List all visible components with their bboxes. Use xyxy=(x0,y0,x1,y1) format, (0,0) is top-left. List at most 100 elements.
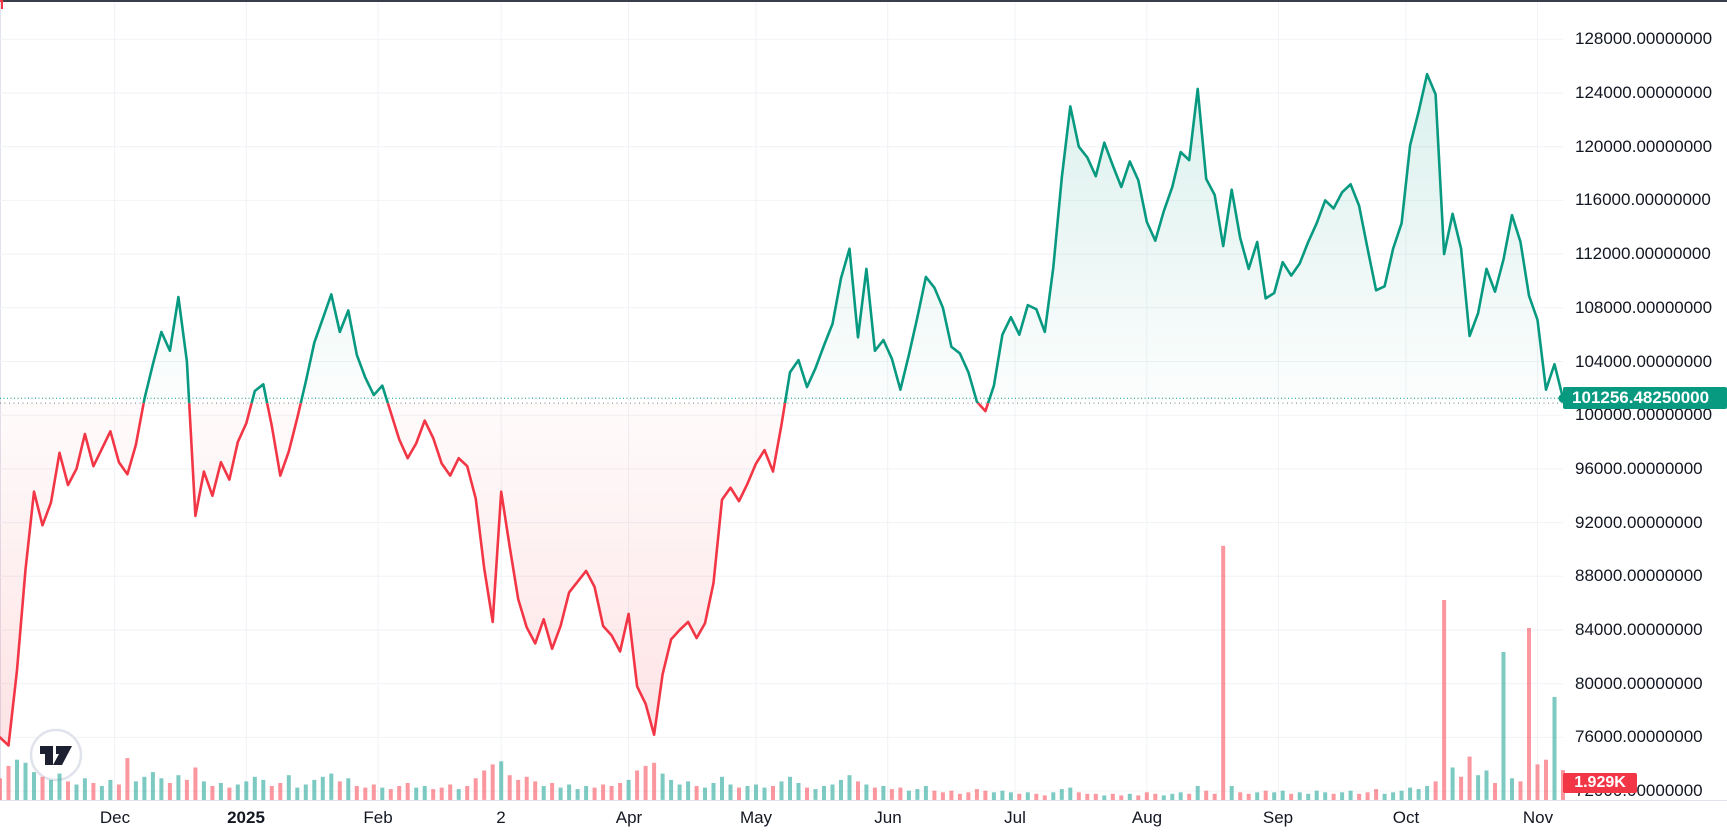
tradingview-logo[interactable] xyxy=(29,728,83,782)
volume-bar xyxy=(1076,792,1081,801)
volume-bar xyxy=(329,773,334,800)
volume-bar xyxy=(507,775,512,800)
volume-bar xyxy=(1110,793,1115,800)
volume-bar xyxy=(6,765,11,800)
volume-bar xyxy=(618,783,623,801)
price-tick-label: 120000.00000000 xyxy=(1575,137,1713,156)
volume-bar xyxy=(1034,793,1039,800)
time-tick-label: Apr xyxy=(615,808,643,827)
price-line-up xyxy=(142,72,1565,404)
volume-bar xyxy=(881,786,886,800)
volume-bar xyxy=(235,784,240,800)
volume-bar xyxy=(754,784,758,800)
price-tick-label: 100000.00000000 xyxy=(1575,405,1713,424)
volume-bar xyxy=(337,781,342,800)
volume-bar xyxy=(533,781,538,800)
price-axis[interactable]: 128000.00000000 124000.00000000 120000.000… xyxy=(1563,0,1727,800)
volume-bar xyxy=(745,786,750,800)
volume-bar xyxy=(1229,786,1234,800)
time-tick-label: 2 xyxy=(496,808,506,827)
volume-bar xyxy=(1085,793,1090,800)
volume-bar xyxy=(1552,696,1557,800)
volume-bar xyxy=(1042,795,1047,800)
volume-bar xyxy=(1272,792,1277,801)
volume-bar xyxy=(830,784,835,800)
volume-bar xyxy=(1399,790,1404,800)
volume-bar xyxy=(159,778,164,800)
volume-bar xyxy=(303,784,308,800)
volume-bar xyxy=(74,784,79,800)
volume-bar xyxy=(286,775,291,800)
volume-bar xyxy=(1365,792,1370,801)
volume-bar xyxy=(1476,775,1481,800)
volume-bar xyxy=(1238,792,1243,801)
volume-bar xyxy=(1017,793,1022,800)
volume-bar xyxy=(82,778,87,800)
volume-bar xyxy=(1178,792,1183,801)
volume-bar xyxy=(227,787,232,800)
volume-bar xyxy=(1331,793,1336,800)
volume-bar xyxy=(269,786,274,800)
volume-bar xyxy=(966,792,971,801)
volume-bar xyxy=(813,789,818,800)
volume-bar xyxy=(660,773,665,800)
volume-bar xyxy=(1459,776,1464,801)
volume-bar xyxy=(201,781,206,800)
volume-bar xyxy=(1093,793,1098,800)
volume-bar xyxy=(558,787,563,800)
time-axis[interactable]: Dec 2025 Feb 2 Apr May Jun Jul Aug Sep Oct Nov xyxy=(0,808,1727,834)
volume-bar xyxy=(1212,793,1217,800)
price-tick-label: 116000.00000000 xyxy=(1575,190,1711,209)
volume-bar xyxy=(261,779,266,801)
volume-bar xyxy=(856,781,860,800)
volume-bar xyxy=(779,781,784,800)
volume-bar xyxy=(40,776,45,801)
volume-bar xyxy=(1408,787,1413,800)
volume-bar xyxy=(176,775,181,800)
volume-bar xyxy=(116,784,121,800)
volume-bar xyxy=(133,781,138,800)
time-tick-label: Feb xyxy=(363,808,393,827)
volume-bar xyxy=(312,779,317,801)
price-tick-label: 96000.00000000 xyxy=(1575,459,1703,478)
volume-bar xyxy=(601,784,606,800)
volume-bar xyxy=(1340,792,1345,801)
volume-bar xyxy=(677,784,682,800)
volume-bar xyxy=(422,786,427,800)
volume-bar xyxy=(431,789,436,800)
volume-bar xyxy=(363,787,368,800)
price-tick-label: 108000.00000000 xyxy=(1575,298,1713,317)
volume-bar xyxy=(524,776,529,801)
volume-bar xyxy=(32,772,36,800)
volume-bar xyxy=(516,779,521,801)
price-tick-label: 92000.00000000 xyxy=(1575,513,1703,532)
price-tick-label: 80000.00000000 xyxy=(1575,674,1703,693)
price-tick-label: 76000.00000000 xyxy=(1575,727,1703,746)
price-tick-label: 112000.00000000 xyxy=(1575,244,1711,263)
volume-bar xyxy=(0,778,2,800)
volume-bar xyxy=(15,759,19,800)
volume-bar xyxy=(1544,759,1548,800)
volume-bar xyxy=(1008,792,1013,801)
volume-bar xyxy=(652,762,657,800)
volume-bar xyxy=(295,787,300,800)
volume-bar xyxy=(346,778,351,800)
volume-bar xyxy=(1136,795,1141,800)
volume-bar xyxy=(906,790,911,800)
volume-bar xyxy=(957,793,962,800)
volume-bar xyxy=(150,772,155,800)
time-tick-label: 2025 xyxy=(227,808,265,827)
volume-bar xyxy=(1450,767,1455,801)
volume-bar xyxy=(686,781,691,800)
volume-bar xyxy=(252,776,257,801)
volume-bar xyxy=(1382,793,1387,800)
volume-badge: 1.929K xyxy=(1563,773,1637,793)
volume-bar xyxy=(320,776,325,801)
volume-bar xyxy=(1510,778,1514,800)
volume-bar xyxy=(1000,790,1005,800)
volume-bar xyxy=(788,776,792,801)
time-tick-label: Jul xyxy=(1004,808,1026,827)
time-tick-label: Aug xyxy=(1131,808,1163,827)
